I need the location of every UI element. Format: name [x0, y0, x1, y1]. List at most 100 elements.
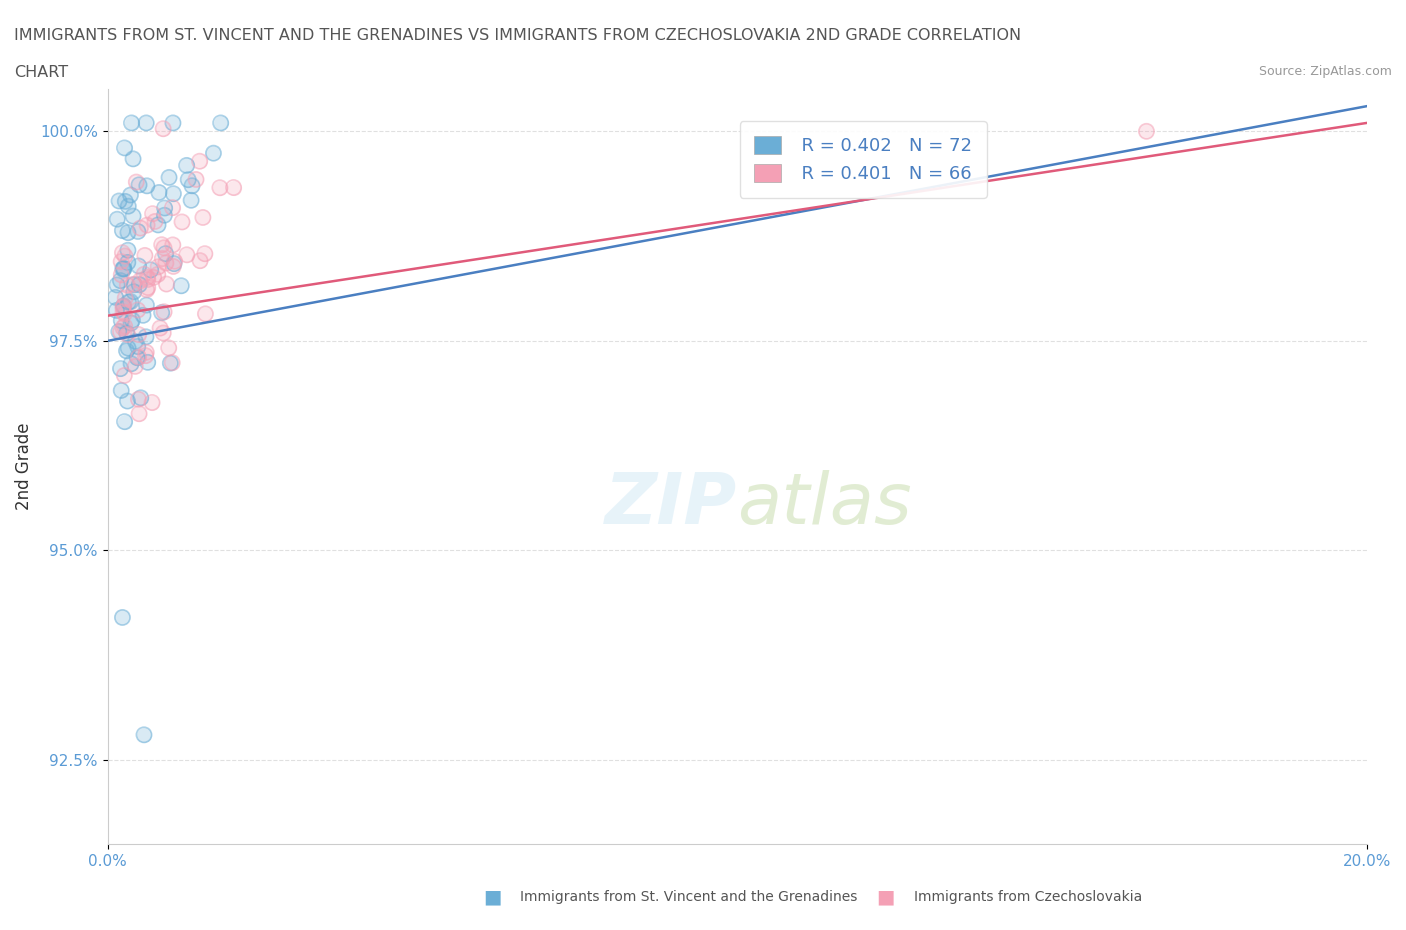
Y-axis label: 2nd Grade: 2nd Grade	[15, 423, 32, 511]
Point	[112, 261, 135, 276]
Text: Source: ZipAtlas.com: Source: ZipAtlas.com	[1258, 65, 1392, 78]
Point	[110, 254, 132, 269]
Point	[128, 178, 150, 193]
Point	[159, 355, 181, 370]
Text: ZIP: ZIP	[605, 470, 737, 538]
Point	[208, 180, 231, 195]
Point	[222, 180, 245, 195]
Point	[150, 237, 173, 252]
Point	[136, 272, 159, 287]
Point	[111, 246, 134, 260]
Point	[127, 392, 149, 406]
Point	[163, 256, 186, 271]
Point	[110, 325, 132, 339]
Point	[150, 305, 173, 320]
Point	[157, 170, 180, 185]
Point	[152, 121, 174, 136]
Point	[170, 278, 193, 293]
Point	[120, 294, 142, 309]
Point	[124, 334, 146, 349]
Point	[208, 180, 231, 195]
Point	[117, 295, 139, 310]
Point	[135, 282, 157, 297]
Point	[110, 383, 132, 398]
Point	[111, 223, 134, 238]
Point	[1135, 124, 1157, 139]
Point	[128, 350, 150, 365]
Point	[110, 313, 132, 328]
Point	[125, 175, 148, 190]
Point	[162, 200, 184, 215]
Point	[112, 260, 135, 275]
Point	[128, 406, 150, 421]
Point	[105, 212, 128, 227]
Point	[112, 299, 135, 313]
Point	[153, 304, 176, 319]
Point	[184, 172, 207, 187]
Point	[120, 188, 142, 203]
Point	[162, 200, 184, 215]
Point	[180, 193, 202, 207]
Point	[111, 261, 134, 276]
Point	[136, 280, 159, 295]
Point	[129, 220, 152, 235]
Point	[141, 395, 163, 410]
Point	[117, 340, 139, 355]
Point	[136, 355, 159, 370]
Point	[146, 259, 169, 274]
Point	[112, 304, 135, 319]
Point	[115, 343, 138, 358]
Point	[132, 727, 155, 742]
Point	[143, 214, 166, 229]
Point	[143, 214, 166, 229]
Point	[150, 305, 173, 320]
Point	[142, 206, 165, 221]
Point	[112, 261, 135, 276]
Point	[110, 273, 132, 288]
Point	[122, 277, 145, 292]
Point	[111, 223, 134, 238]
Point	[127, 351, 149, 365]
Point	[194, 246, 217, 261]
Point	[134, 248, 156, 263]
Point	[127, 351, 149, 365]
Point	[177, 172, 200, 187]
Point	[1135, 124, 1157, 139]
Point	[128, 327, 150, 342]
Point	[135, 329, 157, 344]
Point	[122, 277, 145, 292]
Point	[136, 218, 159, 232]
Point	[128, 350, 150, 365]
Point	[114, 319, 136, 334]
Point	[129, 220, 152, 235]
Point	[117, 199, 139, 214]
Point	[176, 247, 198, 262]
Point	[136, 355, 159, 370]
Point	[132, 308, 155, 323]
Point	[162, 237, 184, 252]
Point	[135, 179, 157, 193]
Point	[111, 320, 134, 335]
Point	[191, 210, 214, 225]
Point	[135, 115, 157, 130]
Point	[148, 185, 170, 200]
Point	[155, 246, 177, 261]
Point	[122, 277, 145, 292]
Point	[157, 340, 180, 355]
Point	[191, 210, 214, 225]
Text: IMMIGRANTS FROM ST. VINCENT AND THE GRENADINES VS IMMIGRANTS FROM CZECHOSLOVAKIA: IMMIGRANTS FROM ST. VINCENT AND THE GREN…	[14, 28, 1021, 43]
Point	[142, 270, 165, 285]
Point	[121, 312, 143, 327]
Text: CHART: CHART	[14, 65, 67, 80]
Point	[142, 270, 165, 285]
Point	[112, 299, 135, 313]
Point	[149, 321, 172, 336]
Point	[125, 175, 148, 190]
Point	[112, 304, 135, 319]
Point	[135, 345, 157, 360]
Point	[162, 115, 184, 130]
Point	[127, 224, 149, 239]
Point	[188, 253, 211, 268]
Point	[114, 291, 136, 306]
Point	[135, 298, 157, 312]
